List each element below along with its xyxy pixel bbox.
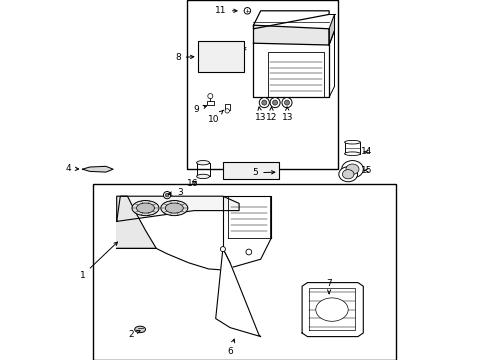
Circle shape: [259, 98, 269, 108]
Text: 10: 10: [208, 110, 223, 124]
Text: 5: 5: [252, 168, 274, 177]
Text: 13: 13: [282, 107, 293, 122]
Ellipse shape: [346, 164, 358, 174]
Circle shape: [220, 247, 225, 252]
Polygon shape: [82, 166, 113, 172]
Text: 4: 4: [65, 164, 79, 173]
Text: 16: 16: [186, 179, 198, 188]
Text: 8: 8: [175, 53, 193, 62]
Ellipse shape: [161, 201, 187, 216]
Ellipse shape: [132, 201, 159, 216]
Circle shape: [282, 98, 291, 108]
Circle shape: [269, 98, 280, 108]
Circle shape: [261, 100, 266, 105]
Ellipse shape: [342, 170, 353, 179]
Bar: [197, 41, 244, 72]
Bar: [186, 0, 337, 169]
Polygon shape: [117, 196, 239, 221]
Text: 12: 12: [265, 107, 277, 122]
Polygon shape: [328, 14, 334, 45]
Text: 9: 9: [193, 105, 206, 114]
Text: 11: 11: [215, 6, 237, 15]
Text: 1: 1: [80, 242, 117, 280]
Circle shape: [224, 109, 229, 113]
Circle shape: [245, 249, 251, 255]
Polygon shape: [302, 283, 363, 337]
Ellipse shape: [344, 140, 360, 144]
Text: 3: 3: [168, 188, 182, 197]
Ellipse shape: [338, 167, 357, 182]
Bar: [93, 184, 395, 360]
Circle shape: [272, 100, 277, 105]
Circle shape: [207, 94, 212, 99]
Text: 13: 13: [254, 107, 266, 122]
Polygon shape: [117, 196, 156, 248]
Polygon shape: [215, 248, 260, 337]
Text: 6: 6: [227, 339, 234, 356]
Circle shape: [163, 192, 170, 199]
Ellipse shape: [344, 152, 360, 156]
Circle shape: [284, 100, 289, 105]
Ellipse shape: [315, 298, 347, 321]
Circle shape: [244, 8, 250, 14]
Polygon shape: [253, 11, 328, 29]
Bar: [223, 162, 278, 179]
Ellipse shape: [134, 326, 145, 333]
Text: 2: 2: [128, 330, 140, 338]
Ellipse shape: [136, 203, 154, 213]
Ellipse shape: [341, 161, 363, 178]
Ellipse shape: [196, 174, 209, 179]
Polygon shape: [253, 25, 328, 45]
Ellipse shape: [165, 203, 183, 213]
Text: 15: 15: [361, 166, 372, 175]
Polygon shape: [253, 31, 334, 97]
Circle shape: [165, 193, 168, 197]
Ellipse shape: [196, 161, 209, 165]
Text: 7: 7: [325, 279, 331, 293]
Text: 14: 14: [361, 148, 372, 156]
